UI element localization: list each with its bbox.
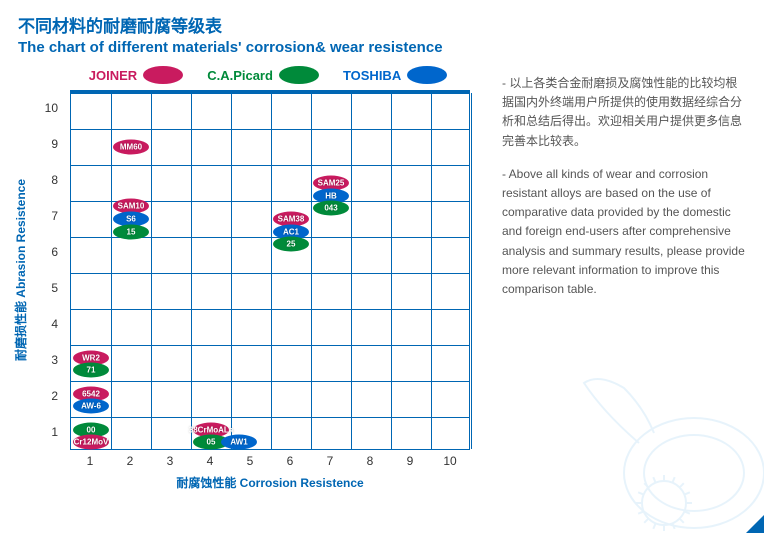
corner-accent xyxy=(746,515,764,533)
legend-swatch xyxy=(279,66,319,84)
data-marker: AW-6 xyxy=(73,399,109,414)
data-marker: 043 xyxy=(313,201,349,216)
legend-label: TOSHIBA xyxy=(343,68,401,83)
data-marker: 15 xyxy=(113,224,149,239)
x-tick: 3 xyxy=(167,454,174,468)
x-axis-label: 耐腐蚀性能 Corrosion Resistence xyxy=(70,474,470,491)
x-tick: 6 xyxy=(287,454,294,468)
legend-item: JOINER xyxy=(89,66,183,84)
y-tick: 9 xyxy=(18,137,58,151)
x-tick: 1 xyxy=(87,454,94,468)
y-tick: 3 xyxy=(18,353,58,367)
side-text: - 以上各类合金耐磨损及腐蚀性能的比较均根据国内外终端用户所提供的使用数据经综合… xyxy=(502,66,746,496)
legend: JOINER C.A.Picard TOSHIBA xyxy=(18,66,478,84)
data-marker: MM60 xyxy=(113,140,149,155)
data-marker: Cr12MoV xyxy=(73,435,109,450)
data-marker: 71 xyxy=(73,363,109,378)
legend-swatch xyxy=(407,66,447,84)
x-tick: 7 xyxy=(327,454,334,468)
title-en: The chart of different materials' corros… xyxy=(18,39,746,56)
y-tick: 4 xyxy=(18,317,58,331)
plot-grid: MM60SAM10S615SAM38AC125SAM25HB043WR27165… xyxy=(70,90,470,450)
side-text-en: - Above all kinds of wear and corrosion … xyxy=(502,165,746,299)
data-marker: AW1 xyxy=(221,435,257,450)
y-tick: 5 xyxy=(18,281,58,295)
legend-item: C.A.Picard xyxy=(207,66,319,84)
y-tick: 2 xyxy=(18,389,58,403)
title-cn: 不同材料的耐磨耐腐等级表 xyxy=(18,12,746,37)
legend-item: TOSHIBA xyxy=(343,66,447,84)
chart-area: JOINERC.A.PicardTOSHIBA 耐磨损性能 Abrasion R… xyxy=(18,66,478,496)
x-tick: 4 xyxy=(207,454,214,468)
x-tick: 10 xyxy=(443,454,456,468)
y-tick: 7 xyxy=(18,209,58,223)
y-tick: 10 xyxy=(18,101,58,115)
titles: 不同材料的耐磨耐腐等级表 The chart of different mate… xyxy=(18,12,746,56)
x-ticks: 1 2 3 4 5 6 7 8 9 10 xyxy=(70,452,470,472)
y-tick: 1 xyxy=(18,425,58,439)
y-tick: 6 xyxy=(18,245,58,259)
legend-swatch xyxy=(143,66,183,84)
x-tick: 2 xyxy=(127,454,134,468)
x-tick: 8 xyxy=(367,454,374,468)
y-ticks: 1 2 3 4 5 6 7 8 9 10 xyxy=(18,90,66,450)
x-tick: 9 xyxy=(407,454,414,468)
legend-label: JOINER xyxy=(89,68,137,83)
side-text-cn: - 以上各类合金耐磨损及腐蚀性能的比较均根据国内外终端用户所提供的使用数据经综合… xyxy=(502,74,746,151)
x-tick: 5 xyxy=(247,454,254,468)
data-marker: 25 xyxy=(273,237,309,252)
legend-label: C.A.Picard xyxy=(207,68,273,83)
y-tick: 8 xyxy=(18,173,58,187)
